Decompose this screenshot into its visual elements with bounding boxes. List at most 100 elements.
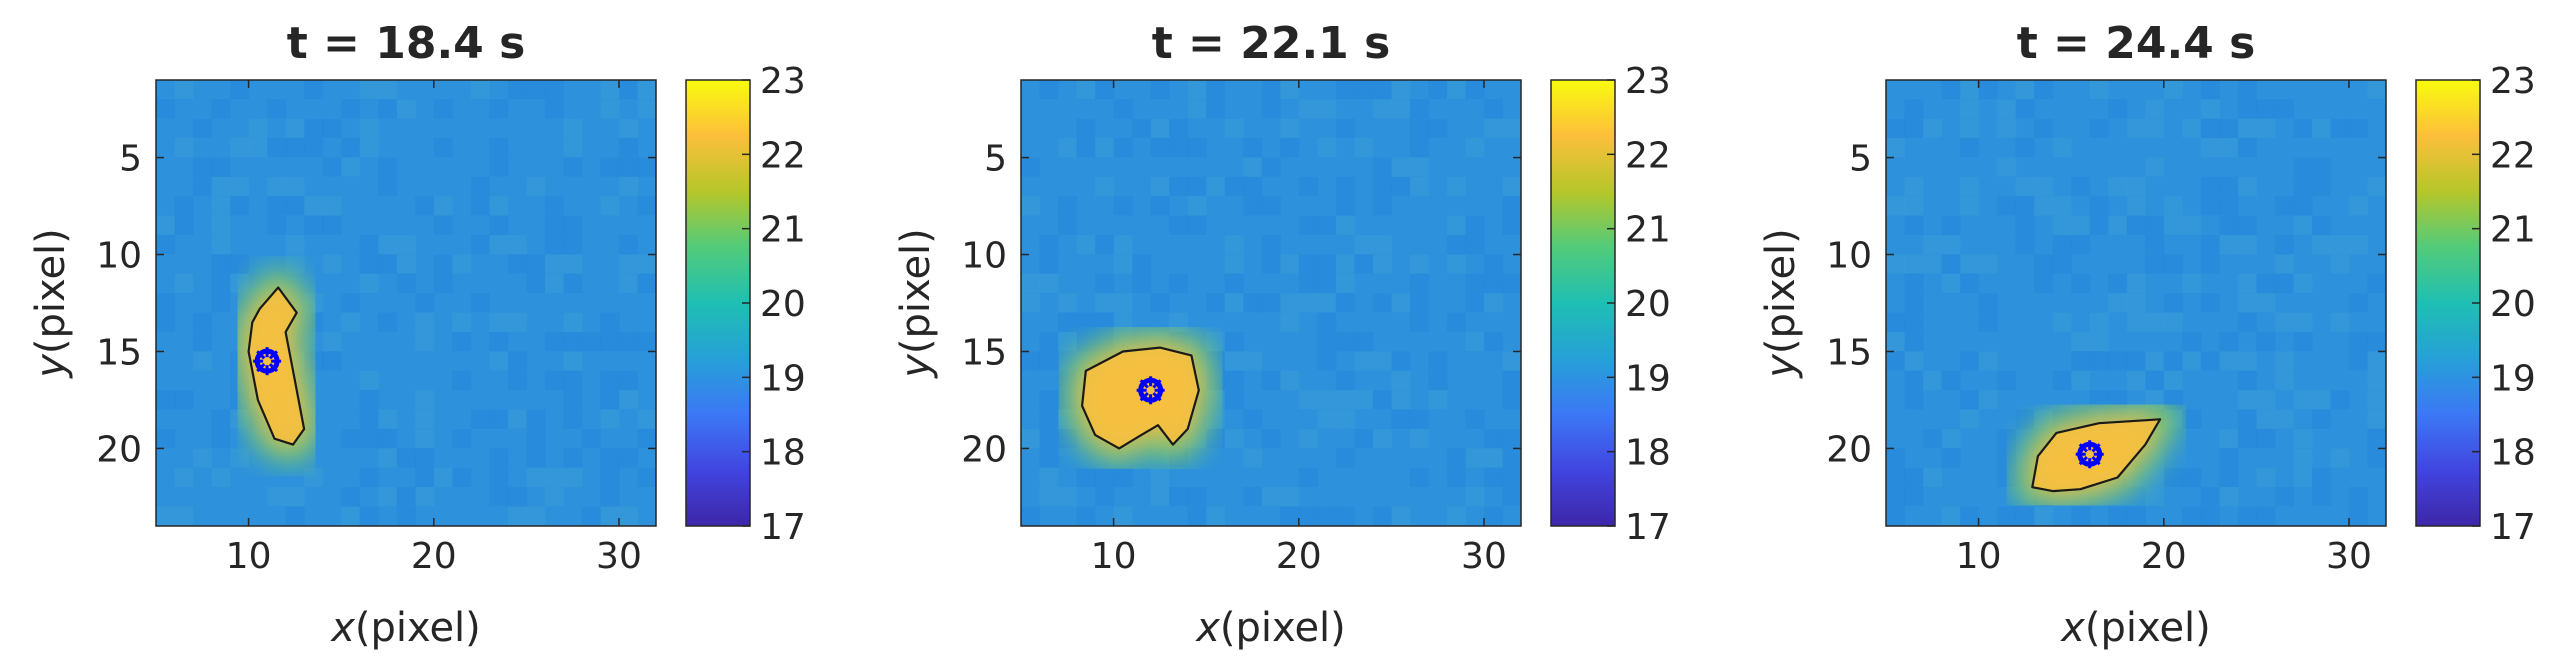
heatmap-cell <box>1021 273 1041 293</box>
heatmap-cell <box>415 487 435 507</box>
heatmap-cell <box>2219 235 2239 255</box>
heatmap-cell <box>1058 487 1078 507</box>
heatmap-cell <box>1960 390 1980 410</box>
heatmap-cell <box>1886 351 1906 371</box>
heatmap-cell <box>1224 370 1244 390</box>
heatmap-cell <box>1113 138 1133 158</box>
heatmap-cell <box>1886 312 1906 332</box>
heatmap-cell <box>1095 80 1115 100</box>
heatmap-cell <box>1886 332 1906 352</box>
heatmap-cell <box>1941 273 1961 293</box>
heatmap-cell <box>1904 351 1924 371</box>
x-axis-variable: x <box>2059 605 2085 651</box>
heatmap-cell <box>322 196 342 216</box>
heatmap-cell <box>322 351 342 371</box>
heatmap-cell <box>1409 118 1429 138</box>
y-tick-label: 5 <box>1849 139 1872 180</box>
heatmap-cell <box>1409 293 1429 313</box>
heatmap-cell <box>2274 370 2294 390</box>
heatmap-cell <box>1076 467 1096 487</box>
heatmap-cell <box>1150 118 1170 138</box>
heatmap-cell <box>211 467 231 487</box>
heatmap-cell <box>1317 390 1337 410</box>
heatmap-cell <box>1483 429 1503 449</box>
heatmap-cell <box>211 176 231 196</box>
heatmap-cell <box>1076 138 1096 158</box>
heatmap-cell <box>1446 448 1466 468</box>
heatmap-cell <box>2089 332 2109 352</box>
heatmap-cell <box>341 138 361 158</box>
centroid-spoke <box>256 350 266 360</box>
heatmap-cell <box>1446 215 1466 235</box>
heatmap-cell <box>2237 138 2257 158</box>
heatmap-cell <box>1997 429 2017 449</box>
heatmap-cell <box>433 215 453 235</box>
heatmap-cell <box>1206 99 1226 119</box>
heatmap-cell <box>470 196 490 216</box>
heatmap-cell <box>507 409 527 429</box>
heatmap-cell <box>563 370 583 390</box>
heatmap-cell <box>1058 332 1078 352</box>
heatmap-cell <box>230 448 250 468</box>
heatmap-cell <box>1886 487 1906 507</box>
heatmap-cell <box>2015 80 2035 100</box>
heatmap-cell <box>2219 118 2239 138</box>
heatmap-cell <box>378 235 398 255</box>
x-tick-label: 10 <box>226 536 272 577</box>
heatmap-cell <box>1187 99 1207 119</box>
heatmap-cell <box>2256 409 2276 429</box>
heatmap-cell <box>600 370 620 390</box>
heatmap-cell <box>2367 448 2386 468</box>
heatmap-cell <box>341 99 361 119</box>
heatmap-cell <box>618 370 638 390</box>
heatmap-cell <box>415 390 435 410</box>
x-axis-label: x(pixel) <box>329 605 481 651</box>
heatmap-cell <box>563 467 583 487</box>
heatmap-cell <box>1058 293 1078 313</box>
heatmap-cell <box>211 235 231 255</box>
heatmap-cell <box>433 254 453 274</box>
heatmap-cell <box>1502 390 1521 410</box>
heatmap-cell <box>285 487 305 507</box>
heatmap-cell <box>1187 80 1207 100</box>
heatmap-cell <box>2293 118 2313 138</box>
x-axis-unit: (pixel) <box>2085 605 2211 651</box>
hotspot-contour <box>247 286 306 446</box>
heatmap-cell <box>2293 429 2313 449</box>
heatmap-cell <box>1039 332 1059 352</box>
heatmap-cell <box>1150 196 1170 216</box>
heatmap-cell <box>433 273 453 293</box>
colorbar-tick-label: 22 <box>2490 135 2536 176</box>
axes-frame <box>155 79 657 527</box>
heatmap-cell <box>1904 273 1924 293</box>
heatmap-cell <box>1465 487 1485 507</box>
heatmap-cell <box>1446 254 1466 274</box>
heatmap-cell <box>2071 215 2091 235</box>
heatmap-cell <box>1335 273 1355 293</box>
heatmap-cell <box>1187 138 1207 158</box>
heatmap-cell <box>618 157 638 177</box>
x-tick-label: 20 <box>2141 536 2187 577</box>
heatmap-cell <box>1886 118 1906 138</box>
heatmap-cell <box>1354 429 1374 449</box>
heatmap-cell <box>1997 118 2017 138</box>
heatmap-cell <box>1280 138 1300 158</box>
heatmap-cell <box>1372 196 1392 216</box>
heatmap-cell <box>2015 215 2035 235</box>
heatmap-cell <box>2163 196 2183 216</box>
heatmap-cell <box>1039 390 1059 410</box>
x-tick-label: 30 <box>2326 536 2372 577</box>
x-tick-label: 30 <box>1461 536 1507 577</box>
centroid-spoke <box>268 362 279 373</box>
heatmap-cell <box>2348 351 2368 371</box>
heatmap-cell <box>1960 351 1980 371</box>
heatmap-cell <box>1150 467 1170 487</box>
heatmap-cell <box>1261 157 1281 177</box>
heatmap-cell <box>156 235 176 255</box>
heatmap-cell <box>526 506 546 526</box>
heatmap-cell <box>637 196 656 216</box>
heatmap-cell <box>470 235 490 255</box>
heatmap-cell <box>1354 235 1374 255</box>
heatmap-cell <box>2089 351 2109 371</box>
x-axis-label: x(pixel) <box>2059 605 2211 651</box>
